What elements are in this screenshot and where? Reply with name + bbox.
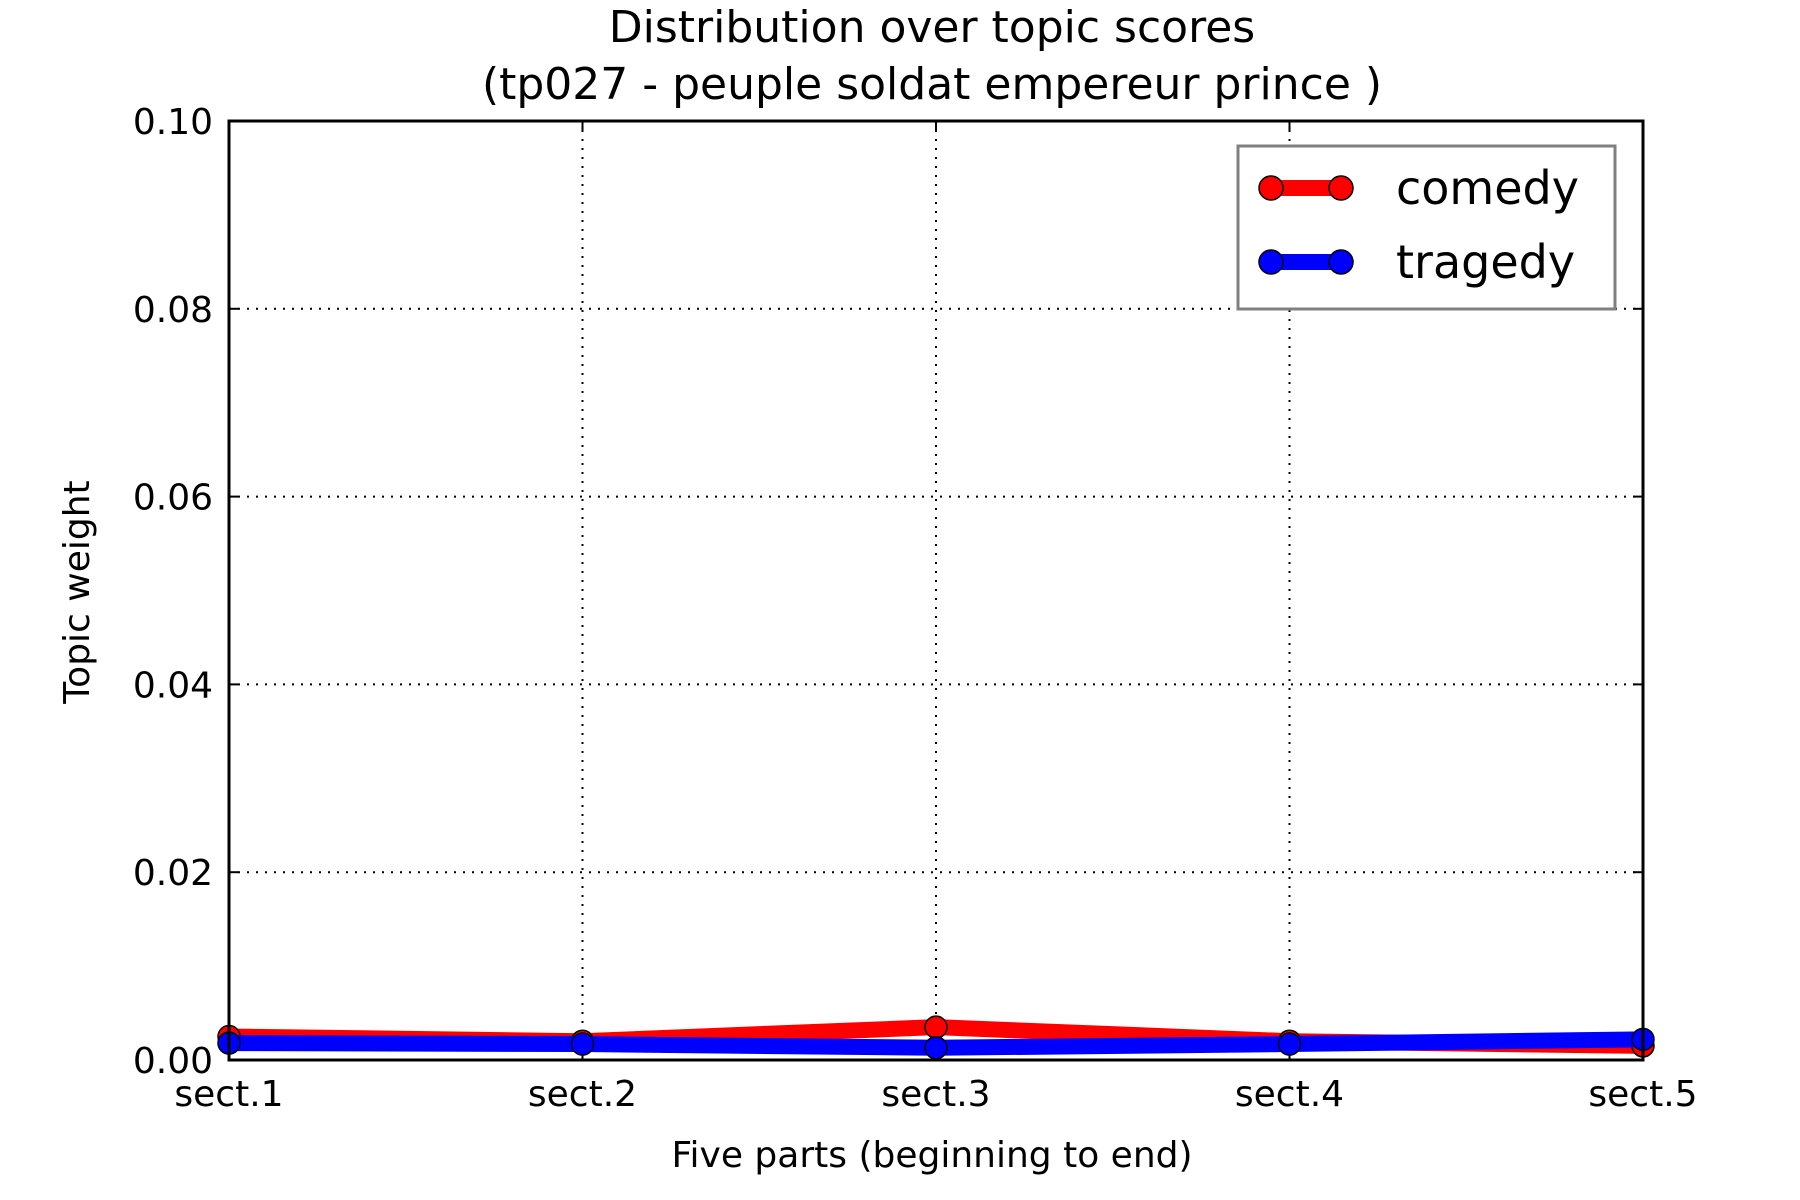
x-tick-label: sect.4 [1235,1074,1344,1115]
legend-marker-tragedy [1328,249,1354,275]
y-axis-label: Topic weight [57,480,98,704]
legend-marker-comedy [1258,175,1284,201]
x-tick-label: sect.3 [881,1074,990,1115]
legend-box [1236,144,1617,311]
x-tick-label: sect.5 [1588,1074,1697,1115]
y-tick-label: 0.02 [133,853,213,894]
legend-item-comedy: comedy [1258,161,1579,215]
data-point-tragedy [570,1032,595,1056]
legend-marker-comedy [1328,175,1354,201]
x-tick-labels: sect.1 sect.2 sect.3 sect.4 sect.5 [174,1074,1697,1115]
legend-label-comedy: comedy [1396,161,1579,215]
y-tick-label: 0.00 [133,1041,213,1082]
x-tick-label: sect.1 [174,1074,283,1115]
legend-marker-tragedy [1258,249,1284,275]
x-tick-label: sect.2 [528,1074,637,1115]
data-point-comedy [924,1015,948,1039]
chart-subtitle: (tp027 - peuple soldat empereur prince ) [482,59,1382,110]
data-point-tragedy [1277,1032,1302,1056]
y-tick-labels: 0.00 0.02 0.04 0.06 0.08 0.10 [133,102,213,1082]
legend-items: comedy tragedy [1258,161,1579,289]
y-tick-label: 0.10 [133,102,213,143]
gridlines [229,121,1643,1060]
chart-title: Distribution over topic scores [609,2,1255,53]
series-layer [217,1015,1655,1060]
y-tick-label: 0.04 [133,665,213,706]
legend: comedy tragedy [1236,144,1617,311]
data-point-tragedy [924,1036,948,1060]
plot-frame [227,119,1645,1062]
legend-item-tragedy: tragedy [1258,235,1575,289]
y-tick-label: 0.08 [133,290,213,331]
x-axis-label: Five parts (beginning to end) [671,1135,1192,1176]
y-tick-label: 0.06 [133,478,213,519]
legend-label-tragedy: tragedy [1396,235,1575,289]
